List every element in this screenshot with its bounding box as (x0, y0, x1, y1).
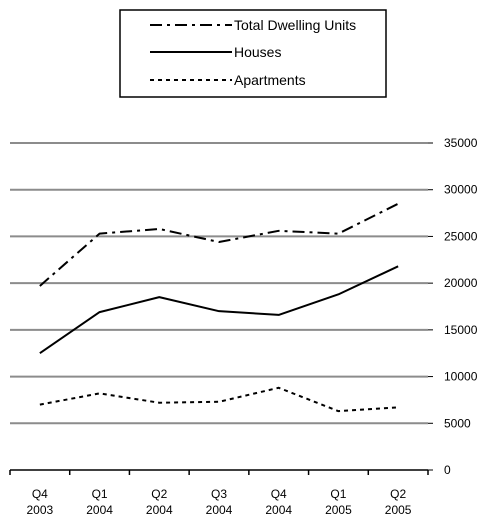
series-line-2 (39, 386, 399, 413)
x-tick-label: Q3 2004 (206, 487, 233, 517)
x-tick-label-line: Q3 (211, 487, 227, 501)
x-tick-label-line: 2004 (206, 503, 233, 517)
y-tick-label: 5000 (444, 416, 471, 430)
legend-label: Total Dwelling Units (234, 17, 356, 33)
x-tick-label: Q2 2004 (146, 487, 173, 517)
y-tick-label: 20000 (444, 276, 478, 290)
x-tick-label: Q1 2004 (86, 487, 113, 517)
legend-items: Total Dwelling Units Houses Apartments (150, 17, 356, 88)
x-tick-label-line: Q4 (271, 487, 287, 501)
x-tick-label-line: Q4 (32, 487, 48, 501)
legend-label: Houses (234, 44, 281, 60)
x-tick-label: Q1 2005 (325, 487, 352, 517)
x-tick-label-line: 2004 (265, 503, 292, 517)
y-tick-label: 25000 (444, 229, 478, 243)
legend: Total Dwelling Units Houses Apartments (119, 9, 387, 98)
x-tick-label-line: 2003 (27, 503, 54, 517)
x-tick-label: Q4 2003 (27, 487, 54, 517)
x-tick-label-line: 2005 (325, 503, 352, 517)
x-tick-label-line: Q2 (151, 487, 167, 501)
legend-label: Apartments (234, 72, 306, 88)
y-tick-label: 0 (444, 463, 451, 477)
series-line-1 (39, 265, 399, 355)
x-tick-label-line: Q2 (390, 487, 406, 501)
y-tick-label: 10000 (444, 370, 478, 384)
series-lines (39, 202, 399, 413)
x-axis: Q4 2003 Q1 2004 Q2 2004 Q3 2004 Q4 2004 Q1 2005 Q2 20… (9, 469, 429, 517)
y-tick-label: 30000 (444, 183, 478, 197)
x-tick-label: Q4 2004 (265, 487, 292, 517)
series-line-0 (39, 202, 399, 287)
y-tick-label: 15000 (444, 323, 478, 337)
x-tick-label-line: Q1 (330, 487, 346, 501)
gridlines (10, 142, 428, 425)
x-tick-label-line: 2004 (86, 503, 113, 517)
x-tick-label: Q2 2005 (385, 487, 412, 517)
x-tick-label-line: Q1 (92, 487, 108, 501)
y-tick-label: 35000 (444, 136, 478, 150)
x-tick-label-line: 2004 (146, 503, 173, 517)
x-tick-label-line: 2005 (385, 503, 412, 517)
y-axis: 0 5000 10000 15000 20000 25000 30000 35000 (428, 136, 478, 477)
legend-box (119, 9, 387, 98)
